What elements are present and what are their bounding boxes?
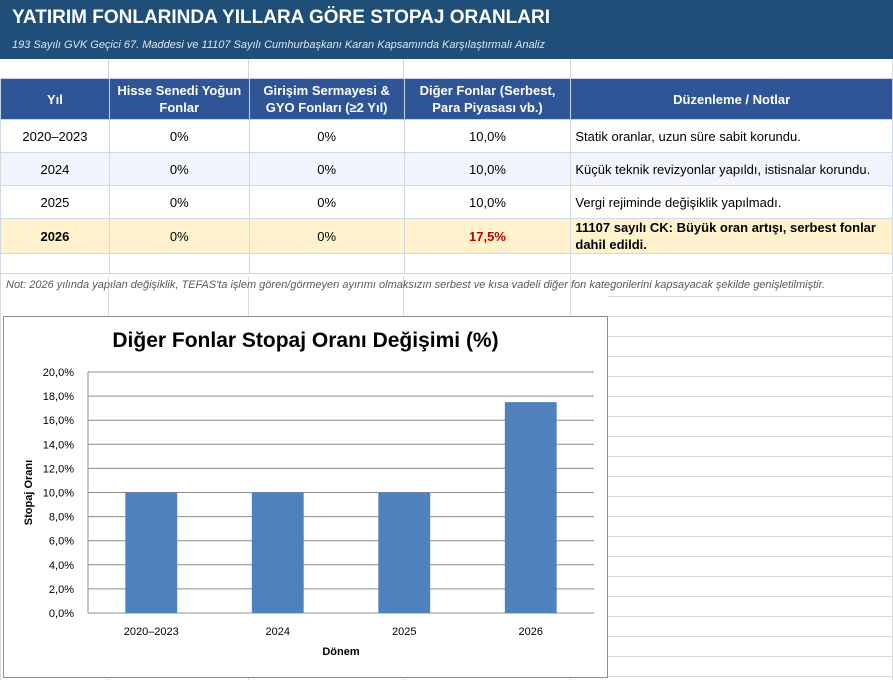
y-tick-label: 6,0% xyxy=(49,536,74,548)
cell-girisim[interactable]: 0% xyxy=(248,152,405,186)
grid-line xyxy=(608,356,893,357)
grid-line xyxy=(608,636,893,637)
stopaj-table: Yıl Hisse Senedi Yoğun Fonlar Girişim Se… xyxy=(0,78,893,274)
x-tick-label: 2026 xyxy=(519,626,543,638)
empty-cell[interactable] xyxy=(248,253,405,274)
y-tick-label: 0,0% xyxy=(49,608,74,620)
y-tick-label: 2,0% xyxy=(49,584,74,596)
cell-hisse[interactable]: 0% xyxy=(108,185,250,219)
chart-plot: 0,0% 2,0% 4,0% 6,0% 8,0% 10,0% 12,0% 14,0% 16,0%… xyxy=(23,367,594,658)
empty-cell[interactable] xyxy=(0,253,110,274)
table-row-highlight: 2026 0% 0% 17,5% 11107 sayılı CK: Büyük … xyxy=(0,218,893,254)
cell-diger[interactable]: 17,5% xyxy=(403,218,572,254)
cell-not[interactable]: Vergi rejiminde değişiklik yapılmadı. xyxy=(570,185,893,219)
chart-title: Diğer Fonlar Stopaj Oranı Değişimi (%) xyxy=(112,329,499,352)
empty-cell[interactable] xyxy=(570,253,893,274)
cell-diger[interactable]: 10,0% xyxy=(403,185,572,219)
col-header-yil[interactable]: Yıl xyxy=(0,78,110,120)
grid-line xyxy=(608,336,893,337)
col-header-girisim[interactable]: Girişim Sermayesi & GYO Fonları (≥2 Yıl) xyxy=(248,78,405,120)
y-axis-label: Stopaj Oranı xyxy=(23,460,35,525)
grid-line xyxy=(608,376,893,377)
bar xyxy=(378,492,431,613)
title-banner[interactable]: YATIRIM FONLARINDA YILLARA GÖRE STOPAJ O… xyxy=(0,0,893,59)
cell-not[interactable]: 11107 sayılı CK: Büyük oran artışı, serb… xyxy=(570,218,893,254)
blank-row[interactable] xyxy=(0,59,893,79)
grid-line xyxy=(608,456,893,457)
grid-line xyxy=(608,296,893,297)
y-tick-label: 20,0% xyxy=(43,367,74,379)
y-tick-label: 8,0% xyxy=(49,512,74,524)
grid-line xyxy=(608,616,893,617)
table-row-empty xyxy=(0,253,893,274)
grid-line xyxy=(608,556,893,557)
y-tick-label: 10,0% xyxy=(43,488,74,500)
x-tick-label: 2024 xyxy=(266,626,290,638)
cell-girisim[interactable]: 0% xyxy=(248,218,405,254)
y-tick-label: 4,0% xyxy=(49,560,74,572)
grid-line xyxy=(608,476,893,477)
grid-line xyxy=(608,676,893,677)
footnote: Not: 2026 yılında yapılan değişiklik, TE… xyxy=(6,279,825,291)
cell-yil[interactable]: 2024 xyxy=(0,152,110,186)
sheet-subtitle: 193 Sayılı GVK Geçici 67. Maddesi ve 111… xyxy=(12,39,545,51)
table-row: 2024 0% 0% 10,0% Küçük teknik revizyonla… xyxy=(0,152,893,186)
bar-chart[interactable]: Diğer Fonlar Stopaj Oranı Değişimi (%) 0… xyxy=(3,316,608,678)
table-header-row: Yıl Hisse Senedi Yoğun Fonlar Girişim Se… xyxy=(0,78,893,120)
cell-diger[interactable]: 10,0% xyxy=(403,152,572,186)
x-tick-label: 2025 xyxy=(392,626,416,638)
cell-hisse[interactable]: 0% xyxy=(108,119,250,153)
bar xyxy=(125,492,178,613)
empty-cell[interactable] xyxy=(108,253,250,274)
grid-line xyxy=(608,316,893,317)
cell-not[interactable]: Statik oranlar, uzun süre sabit korundu. xyxy=(570,119,893,153)
x-axis-label: Dönem xyxy=(322,646,360,658)
cell-yil[interactable]: 2020–2023 xyxy=(0,119,110,153)
col-header-diger[interactable]: Diğer Fonlar (Serbest, Para Piyasası vb.… xyxy=(403,78,572,120)
bar xyxy=(251,492,304,613)
cell-hisse[interactable]: 0% xyxy=(108,152,250,186)
grid-line xyxy=(608,576,893,577)
col-header-hisse[interactable]: Hisse Senedi Yoğun Fonlar xyxy=(108,78,250,120)
col-header-notlar[interactable]: Düzenleme / Notlar xyxy=(570,78,893,120)
grid-line xyxy=(608,496,893,497)
cell-girisim[interactable]: 0% xyxy=(248,119,405,153)
cell-yil[interactable]: 2026 xyxy=(0,218,110,254)
grid-line xyxy=(608,536,893,537)
cell-not[interactable]: Küçük teknik revizyonlar yapıldı, istisn… xyxy=(570,152,893,186)
grid-line xyxy=(608,416,893,417)
cell-yil[interactable]: 2025 xyxy=(0,185,110,219)
sheet-title: YATIRIM FONLARINDA YILLARA GÖRE STOPAJ O… xyxy=(12,7,551,28)
cell-diger[interactable]: 10,0% xyxy=(403,119,572,153)
cell-girisim[interactable]: 0% xyxy=(248,185,405,219)
grid-line xyxy=(608,516,893,517)
table-row: 2020–2023 0% 0% 10,0% Statik oranlar, uz… xyxy=(0,119,893,153)
bar xyxy=(504,402,557,613)
y-tick-label: 12,0% xyxy=(43,463,74,475)
grid-line xyxy=(608,656,893,657)
empty-cell[interactable] xyxy=(403,253,572,274)
grid-line xyxy=(608,396,893,397)
x-tick-label: 2020–2023 xyxy=(124,626,179,638)
table-row: 2025 0% 0% 10,0% Vergi rejiminde değişik… xyxy=(0,185,893,219)
grid-line xyxy=(608,436,893,437)
y-tick-label: 14,0% xyxy=(43,439,74,451)
grid-line xyxy=(608,596,893,597)
cell-hisse[interactable]: 0% xyxy=(108,218,250,254)
y-tick-label: 16,0% xyxy=(43,415,74,427)
y-tick-label: 18,0% xyxy=(43,391,74,403)
